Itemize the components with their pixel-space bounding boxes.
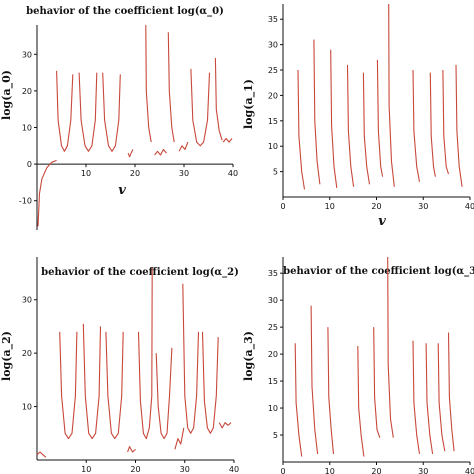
series-line-10 [218,422,232,429]
series-line-3 [102,72,121,152]
series-line-10 [455,64,463,187]
x-tick-label: 30 [418,467,428,474]
y-tick-label: 10 [22,124,32,133]
series-line-9 [447,332,455,452]
series-line-0 [294,343,303,457]
x-tick-label: 20 [371,202,381,211]
y-tick-label: 10 [268,142,278,151]
series-line-7 [167,32,175,143]
series-line-8 [429,72,436,177]
chart-title: behavior of the coefficient log(α_0) [26,6,224,17]
series-line-1 [310,305,319,454]
x-axis-label: v [378,214,386,229]
y-tick-label: 25 [268,323,278,332]
y-tick-label: 35 [268,269,278,278]
series-line-0 [36,451,47,458]
series-line-6 [412,340,421,454]
x-tick-label: 10 [325,202,335,211]
y-tick-label: 30 [268,41,278,50]
series-line-7 [425,343,434,454]
series-line-8 [437,343,446,452]
x-tick-label: 10 [81,169,91,178]
series-line-4 [362,72,371,185]
y-tick-label: 25 [268,66,278,75]
x-tick-label: 30 [180,465,190,474]
series-line-1 [59,331,78,440]
series-line-8 [182,283,200,434]
x-tick-label: 10 [325,467,335,474]
x-tick-label: 20 [130,465,140,474]
y-tick-label: 35 [268,15,278,24]
series-line-0 [37,159,57,227]
x-tick-label: 40 [465,467,474,474]
y-tick-label: 15 [268,377,278,386]
series-line-6 [388,3,395,187]
y-tick-label: 20 [268,350,278,359]
y-tick-label: -10 [19,197,32,206]
y-axis-label: log(a_3) [242,331,256,381]
x-tick-label: 30 [179,169,189,178]
y-tick-label: 30 [268,296,278,305]
series-line-9 [201,331,219,434]
series-line-3 [105,331,124,440]
series-line-9 [190,68,211,147]
series-line-3 [357,345,365,457]
series-line-8 [178,141,189,152]
y-axis-label: log(a_2) [0,331,14,381]
series-line-2 [82,323,102,440]
x-tick-label: 0 [280,467,285,474]
y-tick-label: 20 [268,91,278,100]
y-tick-label: 15 [268,117,278,126]
y-tick-label: 5 [273,431,278,440]
y-tick-label: 30 [22,50,32,59]
chart-title: behavior of the coefficient log(α_3) [283,266,474,277]
x-tick-label: 40 [465,202,474,211]
series-line-6 [154,148,167,156]
series-line-2 [330,49,338,188]
chart-title: behavior of the coefficient log(α_2) [41,267,239,278]
panel-0: -10 0 10 20 30 10 20 30 40 behavior of the coeffi… [0,6,238,230]
x-axis-label: v [118,183,126,198]
series-line-0 [297,69,306,190]
panel-2: 10 20 30 10 20 30 40 behavior of the coefficien… [0,257,239,474]
x-tick-label: 30 [418,202,428,211]
series-line-10 [214,57,223,141]
x-tick-label: 40 [229,465,239,474]
x-tick-label: 20 [130,169,140,178]
x-tick-label: 10 [81,465,91,474]
series-line-5 [376,59,384,177]
series-line-11 [222,137,233,143]
series-line-1 [56,70,74,152]
y-tick-label: 5 [273,168,278,177]
x-tick-label: 0 [280,202,285,211]
panel-3: 5 10 15 20 25 30 35 0 10 20 30 40 behavior of the co… [242,256,474,474]
y-tick-label: 10 [22,403,32,412]
series-line-5 [137,267,153,440]
x-tick-label: 20 [371,467,381,474]
y-tick-label: 30 [22,296,32,305]
series-line-5 [145,24,152,143]
y-tick-label: 20 [22,349,32,358]
series-line-4 [373,327,381,438]
series-line-2 [78,72,98,152]
series-line-1 [313,39,321,185]
series-line-6 [155,347,173,440]
series-line-2 [327,327,335,454]
y-tick-label: 0 [27,160,32,169]
series-line-3 [346,64,355,187]
y-tick-label: 20 [22,87,32,96]
series-line-4 [127,149,134,158]
y-axis-label: log(a_1) [242,79,256,129]
y-axis-label: log(a_0) [0,70,14,120]
panel-1: 5 10 15 20 25 30 35 0 10 20 30 40 log(a_1)v [242,3,474,229]
series-line-7 [412,69,421,182]
series-line-9 [442,69,450,175]
series-line-4 [127,446,136,453]
x-tick-label: 40 [228,169,238,178]
series-line-7 [174,427,185,450]
series-line-5 [387,256,394,438]
y-tick-label: 10 [268,404,278,413]
